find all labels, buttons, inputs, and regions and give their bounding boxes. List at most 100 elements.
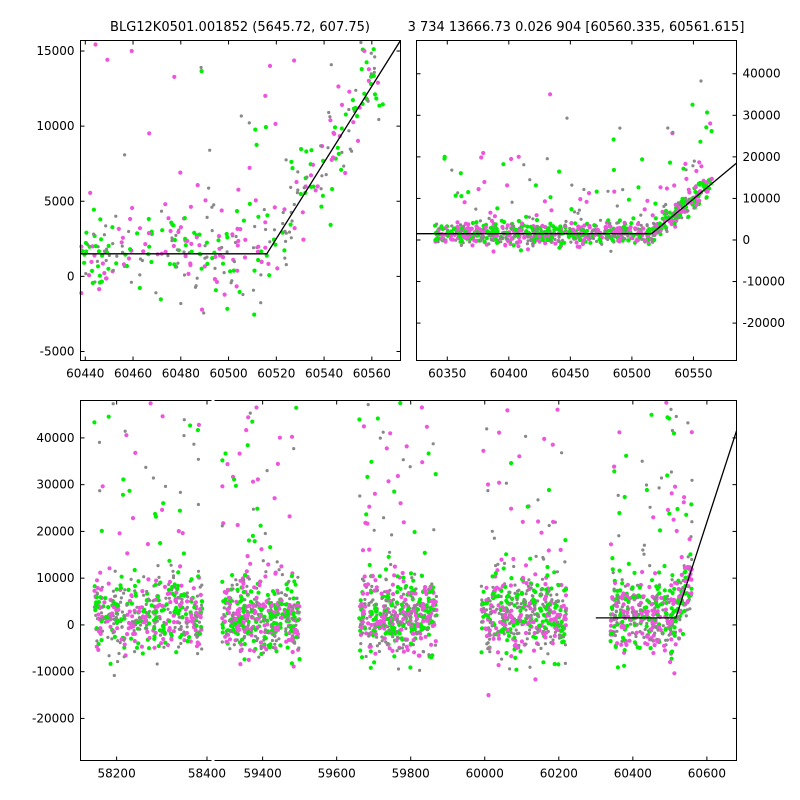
data-point [210,256,215,261]
data-point [332,125,338,130]
data-point [494,240,500,245]
data-point [479,650,484,655]
data-point [520,619,526,625]
data-point [213,288,218,293]
data-point [539,588,543,592]
data-point [406,591,411,596]
data-point [657,486,661,490]
data-point [500,613,504,617]
data-point [468,240,472,244]
data-point [97,287,102,292]
data-point [95,639,99,643]
data-point [112,622,116,626]
data-point [250,533,255,539]
data-point [130,614,135,619]
data-point [363,597,367,602]
data-point [153,582,158,587]
data-point [544,630,549,635]
data-point [563,643,568,647]
data-point [632,640,638,645]
data-point [98,626,103,631]
data-point [617,218,623,223]
data-point [509,576,514,581]
data-point [130,516,136,521]
data-point [532,604,537,608]
data-point [223,597,228,602]
data-point [419,627,424,632]
data-point [378,611,383,617]
data-point [223,634,228,639]
data-point [509,156,514,162]
data-point [106,581,111,586]
data-point [546,548,551,553]
data-point [452,226,457,231]
data-point [671,517,676,522]
data-point [147,131,152,136]
x-tick-label: 60000 [466,767,504,781]
data-point [633,612,639,617]
data-point [396,667,401,671]
data-point [267,597,271,601]
data-point [248,589,253,594]
data-point [358,494,362,498]
data-point [612,603,616,607]
data-point [671,130,675,134]
y-tick-label: -10000 [743,275,786,289]
data-point [525,637,529,641]
data-point [512,603,517,608]
data-point [679,572,684,578]
data-point [395,649,399,653]
data-point [673,608,678,613]
data-point [662,563,667,569]
data-point [228,629,233,633]
data-point [527,631,531,636]
data-point [527,578,531,582]
data-point [255,600,259,604]
data-point [401,649,406,654]
data-point [531,597,536,602]
data-point [193,285,198,289]
data-point [98,570,103,575]
data-point [130,205,135,211]
data-point [426,614,431,619]
title-top-left: BLG12K0501.001852 (5645.72, 607.75) [110,20,370,35]
data-point [533,677,538,682]
data-point [288,624,293,630]
data-point [375,80,380,85]
data-point [199,266,204,271]
data-point [530,582,534,587]
x-tick-label: 59800 [392,767,430,781]
data-point [315,184,320,189]
data-point [270,622,275,627]
data-point [509,654,514,659]
data-point [320,193,325,198]
data-point [577,244,582,249]
data-point [391,635,395,639]
data-point [227,637,233,642]
data-point [540,223,545,228]
data-point [618,126,622,130]
data-point [505,608,510,612]
x-tick-label: 60550 [674,367,712,381]
data-point [171,620,177,625]
data-point [229,281,233,285]
data-point [284,263,288,267]
data-point [220,458,225,463]
data-point [503,615,508,620]
data-point [556,662,561,667]
data-point [597,237,602,242]
data-point [512,564,516,569]
data-point [558,608,563,613]
data-point [114,261,119,266]
data-point [167,596,171,600]
data-point [485,427,489,431]
data-point [230,613,234,618]
data-point [686,214,691,219]
data-point [688,607,692,611]
data-point [237,619,242,624]
data-point [120,244,124,248]
title-top-right: 3 734 13666.73 0.026 904 [60560.335, 605… [408,20,745,35]
data-point [95,259,99,263]
data-point [92,588,97,593]
data-point [523,630,529,636]
